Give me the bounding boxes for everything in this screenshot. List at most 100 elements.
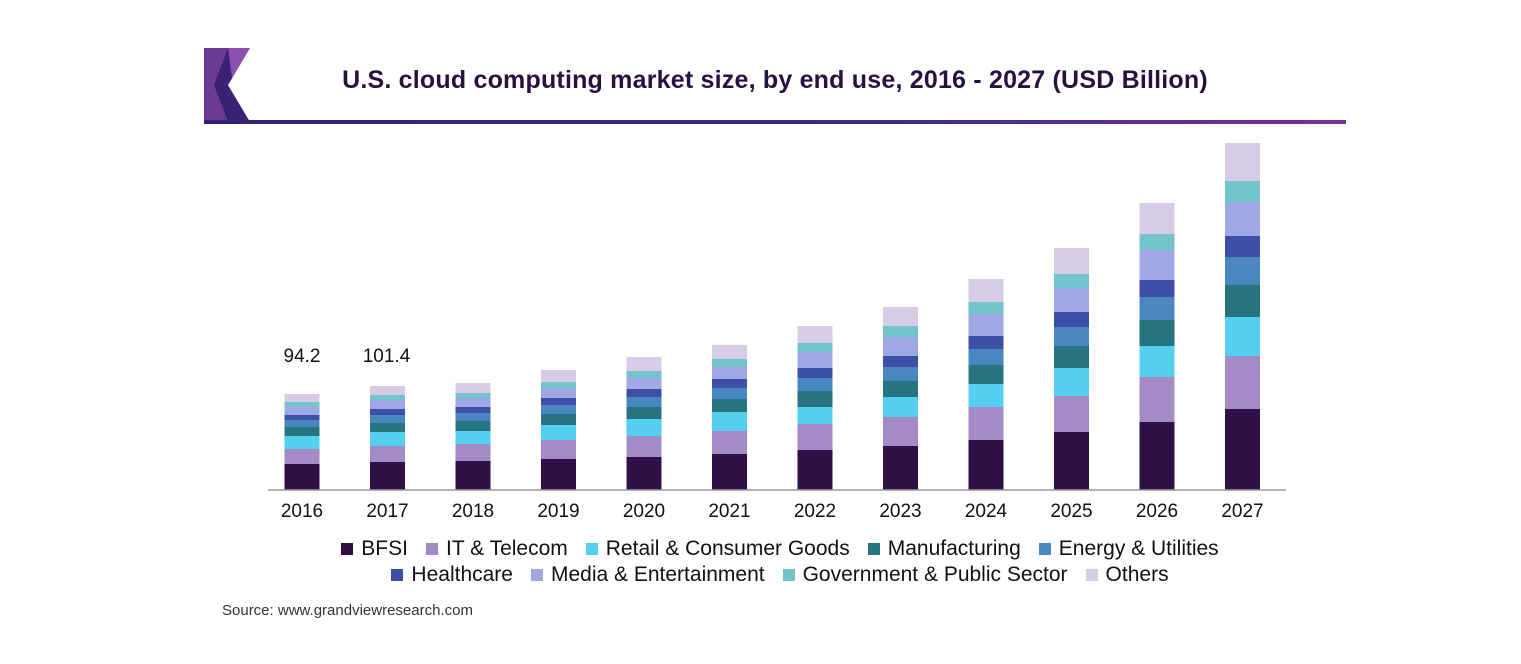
legend-swatch — [341, 543, 354, 555]
bar-segment-bfsi-2018 — [455, 461, 491, 490]
bar-segment-retail-and-consumer-goods-2021 — [712, 412, 747, 431]
x-axis-tick-labels: 2016 2017 2018 2019 2020 2021 2022 2023 2024 2025… — [281, 501, 1264, 522]
bar-segment-manufacturing-2027 — [1225, 285, 1260, 317]
bar-segment-retail-and-consumer-goods-2027 — [1225, 317, 1260, 356]
bar-segment-it-and-telecom-2021 — [712, 431, 747, 454]
bar-segment-it-and-telecom-2018 — [455, 444, 491, 461]
bar-segment-others-2022 — [797, 326, 833, 343]
x-tick-label: 2023 — [879, 501, 921, 522]
legend-label: Retail & Consumer Goods — [605, 537, 850, 560]
bar-segment-media-and-entertainment-2022 — [797, 352, 833, 368]
bar-segment-energy-and-utilities-2017 — [370, 415, 405, 423]
bar-segment-manufacturing-2019 — [541, 414, 576, 425]
bar-segment-retail-and-consumer-goods-2022 — [797, 407, 833, 424]
bar-segment-manufacturing-2026 — [1139, 320, 1175, 346]
bar-segment-bfsi-2024 — [968, 440, 1004, 490]
bar-segment-others-2024 — [968, 279, 1004, 302]
bar-segment-others-2027 — [1225, 143, 1260, 181]
legend-label: Manufacturing — [887, 537, 1021, 560]
bar-segment-healthcare-2025 — [1054, 312, 1089, 327]
bar-segment-healthcare-2021 — [712, 379, 747, 388]
bar-segment-media-and-entertainment-2027 — [1225, 202, 1260, 236]
legend-item-government-and-public-sector: Government & Public Sector — [782, 563, 1068, 587]
bar-segment-manufacturing-2023 — [883, 381, 918, 397]
bar-segment-energy-and-utilities-2022 — [797, 378, 833, 391]
x-tick-label: 2016 — [281, 501, 323, 522]
bar-segment-it-and-telecom-2020 — [626, 436, 662, 457]
bar-segment-government-and-public-sector-2022 — [797, 343, 833, 352]
header-divider — [204, 120, 1346, 124]
legend-label: Others — [1105, 563, 1169, 586]
x-tick-label: 2019 — [537, 501, 579, 522]
bar-segment-healthcare-2019 — [541, 398, 576, 405]
bar-segment-government-and-public-sector-2025 — [1054, 274, 1089, 288]
bar-segment-healthcare-2023 — [883, 356, 918, 367]
bar-segment-government-and-public-sector-2017 — [370, 395, 405, 400]
bar-segment-manufacturing-2016 — [284, 427, 320, 436]
legend-swatch — [782, 569, 795, 581]
legend-label: IT & Telecom — [445, 537, 568, 560]
data-label-2016: 94.2 — [284, 346, 321, 367]
bar-segment-others-2020 — [626, 357, 662, 371]
bar-segment-manufacturing-2022 — [797, 391, 833, 407]
bar-segment-government-and-public-sector-2019 — [541, 382, 576, 388]
bar-segment-it-and-telecom-2023 — [883, 417, 918, 446]
legend-label: Healthcare — [411, 563, 513, 586]
bar-segment-bfsi-2021 — [712, 454, 747, 490]
bar-segment-government-and-public-sector-2023 — [883, 326, 918, 337]
legend-item-others: Others — [1085, 563, 1169, 587]
bar-segment-bfsi-2027 — [1225, 409, 1260, 490]
source-note: Source: www.grandviewresearch.com — [222, 602, 473, 619]
bar-segment-healthcare-2026 — [1139, 280, 1175, 297]
bar-segment-others-2018 — [455, 383, 491, 393]
bar-segment-media-and-entertainment-2024 — [968, 314, 1004, 336]
bar-segment-retail-and-consumer-goods-2019 — [541, 425, 576, 440]
bar-segment-bfsi-2019 — [541, 459, 576, 490]
bar-segment-energy-and-utilities-2025 — [1054, 327, 1089, 346]
bar-segment-others-2025 — [1054, 248, 1089, 274]
bar-segment-others-2026 — [1139, 203, 1175, 234]
bar-segment-healthcare-2022 — [797, 368, 833, 378]
bar-segment-energy-and-utilities-2019 — [541, 405, 576, 414]
bar-segment-manufacturing-2017 — [370, 423, 405, 432]
x-tick-label: 2021 — [708, 501, 750, 522]
bar-segment-media-and-entertainment-2020 — [626, 378, 662, 389]
x-tick-label: 2020 — [623, 501, 665, 522]
legend-swatch — [585, 543, 598, 555]
legend-swatch — [391, 569, 404, 581]
bar-segment-others-2021 — [712, 345, 747, 359]
bar-segment-bfsi-2025 — [1054, 432, 1089, 490]
bar-segment-media-and-entertainment-2025 — [1054, 288, 1089, 312]
x-tick-label: 2018 — [452, 501, 494, 522]
legend-swatch — [1085, 569, 1098, 581]
bar-segment-energy-and-utilities-2024 — [968, 349, 1004, 365]
data-label-2017: 101.4 — [363, 346, 411, 367]
chart-header: U.S. cloud computing market size, by end… — [204, 48, 1346, 124]
bar-segment-manufacturing-2020 — [626, 407, 662, 419]
legend-item-media-and-entertainment: Media & Entertainment — [530, 563, 765, 587]
chart-legend: BFSI IT & Telecom Retail & Consumer Goods M… — [260, 536, 1300, 588]
x-tick-label: 2022 — [794, 501, 836, 522]
bar-segment-bfsi-2026 — [1139, 422, 1175, 490]
bar-segment-government-and-public-sector-2026 — [1139, 234, 1175, 250]
bar-segment-retail-and-consumer-goods-2026 — [1139, 346, 1175, 377]
data-labels: 94.2 101.4 — [284, 346, 411, 367]
bar-segment-it-and-telecom-2017 — [370, 446, 405, 462]
bar-segment-government-and-public-sector-2027 — [1225, 181, 1260, 202]
bar-segment-it-and-telecom-2016 — [284, 449, 320, 464]
bar-segment-it-and-telecom-2025 — [1054, 396, 1089, 432]
legend-label: Media & Entertainment — [550, 563, 765, 586]
legend-item-bfsi: BFSI — [341, 537, 408, 561]
bar-segment-retail-and-consumer-goods-2016 — [284, 436, 320, 449]
bar-segment-retail-and-consumer-goods-2018 — [455, 431, 491, 444]
bar-segment-energy-and-utilities-2023 — [883, 367, 918, 381]
bar-segment-media-and-entertainment-2026 — [1139, 250, 1175, 280]
bar-segment-media-and-entertainment-2023 — [883, 337, 918, 356]
bar-segment-energy-and-utilities-2016 — [284, 420, 320, 427]
legend-label: Government & Public Sector — [802, 563, 1068, 586]
bar-segment-retail-and-consumer-goods-2017 — [370, 432, 405, 446]
legend-item-healthcare: Healthcare — [391, 563, 513, 587]
bar-segment-government-and-public-sector-2020 — [626, 371, 662, 378]
bar-segment-manufacturing-2018 — [455, 421, 491, 431]
